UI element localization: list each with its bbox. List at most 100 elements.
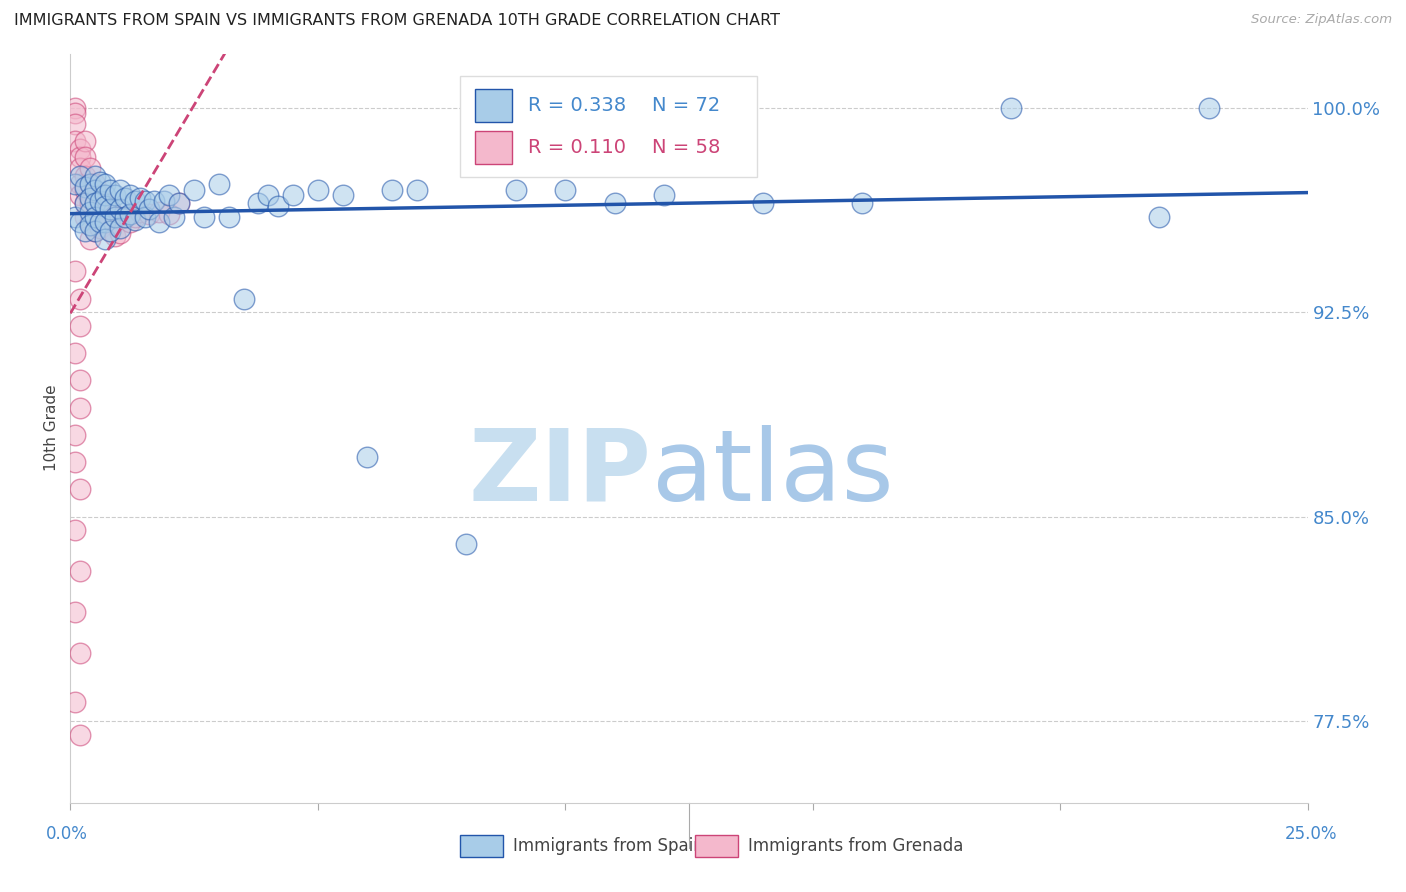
Point bbox=[79, 218, 101, 232]
Point bbox=[307, 183, 329, 197]
Point bbox=[148, 215, 170, 229]
Text: IMMIGRANTS FROM SPAIN VS IMMIGRANTS FROM GRENADA 10TH GRADE CORRELATION CHART: IMMIGRANTS FROM SPAIN VS IMMIGRANTS FROM… bbox=[14, 13, 780, 29]
Point bbox=[75, 169, 97, 183]
Point bbox=[94, 178, 117, 192]
Point bbox=[98, 202, 121, 216]
Point bbox=[193, 210, 215, 224]
Point bbox=[128, 204, 150, 219]
Point bbox=[79, 196, 101, 211]
Point bbox=[405, 183, 427, 197]
Point bbox=[75, 134, 97, 148]
Point bbox=[84, 224, 107, 238]
Point bbox=[65, 605, 87, 619]
Text: N = 58: N = 58 bbox=[652, 138, 720, 157]
Text: 0.0%: 0.0% bbox=[45, 825, 87, 843]
Point bbox=[94, 188, 117, 202]
Text: R = 0.338: R = 0.338 bbox=[529, 96, 626, 115]
Point bbox=[84, 196, 107, 211]
Text: R = 0.110: R = 0.110 bbox=[529, 138, 626, 157]
Text: ZIP: ZIP bbox=[470, 425, 652, 522]
Point bbox=[851, 196, 873, 211]
Point bbox=[84, 224, 107, 238]
Text: Immigrants from Grenada: Immigrants from Grenada bbox=[748, 838, 963, 855]
Point bbox=[94, 215, 117, 229]
Point bbox=[157, 207, 180, 221]
Point bbox=[381, 183, 404, 197]
Point bbox=[94, 215, 117, 229]
Point bbox=[69, 564, 91, 578]
Point bbox=[89, 194, 111, 208]
Point bbox=[84, 196, 107, 211]
Point bbox=[332, 188, 354, 202]
Point bbox=[134, 210, 156, 224]
Point bbox=[69, 169, 91, 183]
Point bbox=[84, 210, 107, 224]
FancyBboxPatch shape bbox=[460, 76, 756, 178]
Point bbox=[69, 178, 91, 192]
Text: Source: ZipAtlas.com: Source: ZipAtlas.com bbox=[1251, 13, 1392, 27]
Point bbox=[108, 227, 131, 241]
Point bbox=[65, 264, 87, 278]
Point bbox=[143, 194, 166, 208]
Point bbox=[65, 455, 87, 469]
Y-axis label: 10th Grade: 10th Grade bbox=[44, 384, 59, 472]
Point bbox=[75, 183, 97, 197]
Point bbox=[124, 210, 146, 224]
Point bbox=[94, 199, 117, 213]
Point bbox=[505, 183, 527, 197]
Point bbox=[1147, 210, 1170, 224]
Point bbox=[1198, 101, 1220, 115]
Point bbox=[69, 646, 91, 660]
Point bbox=[356, 450, 378, 464]
Point bbox=[153, 194, 176, 208]
Point bbox=[75, 196, 97, 211]
Point bbox=[84, 210, 107, 224]
Point bbox=[114, 210, 136, 224]
Bar bbox=[695, 835, 738, 857]
Point bbox=[148, 204, 170, 219]
Point bbox=[232, 292, 254, 306]
Point bbox=[98, 202, 121, 216]
Point bbox=[89, 175, 111, 189]
Point bbox=[98, 183, 121, 197]
Point bbox=[65, 117, 87, 131]
Point bbox=[104, 188, 127, 202]
Point bbox=[108, 210, 131, 224]
Text: Immigrants from Spain: Immigrants from Spain bbox=[513, 838, 704, 855]
Point bbox=[104, 229, 127, 244]
Point bbox=[108, 183, 131, 197]
Point bbox=[75, 150, 97, 164]
Point bbox=[108, 220, 131, 235]
Point bbox=[79, 191, 101, 205]
Point bbox=[114, 191, 136, 205]
Point bbox=[157, 188, 180, 202]
Point bbox=[79, 178, 101, 192]
Text: N = 72: N = 72 bbox=[652, 96, 720, 115]
Point bbox=[75, 224, 97, 238]
Point bbox=[652, 188, 675, 202]
Point bbox=[65, 210, 87, 224]
Point bbox=[94, 196, 117, 211]
Text: atlas: atlas bbox=[652, 425, 893, 522]
Point bbox=[167, 196, 190, 211]
Point bbox=[247, 196, 270, 211]
Point bbox=[65, 428, 87, 442]
Point bbox=[79, 204, 101, 219]
Point bbox=[69, 142, 91, 156]
Point bbox=[98, 224, 121, 238]
Point bbox=[69, 374, 91, 388]
Point bbox=[104, 210, 127, 224]
Point bbox=[79, 161, 101, 175]
Point bbox=[79, 215, 101, 229]
Point bbox=[75, 196, 97, 211]
Point bbox=[65, 134, 87, 148]
Point bbox=[84, 183, 107, 197]
Point bbox=[118, 207, 141, 221]
Point bbox=[69, 483, 91, 497]
Point bbox=[65, 524, 87, 538]
Point bbox=[183, 183, 205, 197]
Point bbox=[69, 318, 91, 333]
Point bbox=[128, 191, 150, 205]
Point bbox=[267, 199, 290, 213]
Bar bbox=[475, 88, 512, 122]
